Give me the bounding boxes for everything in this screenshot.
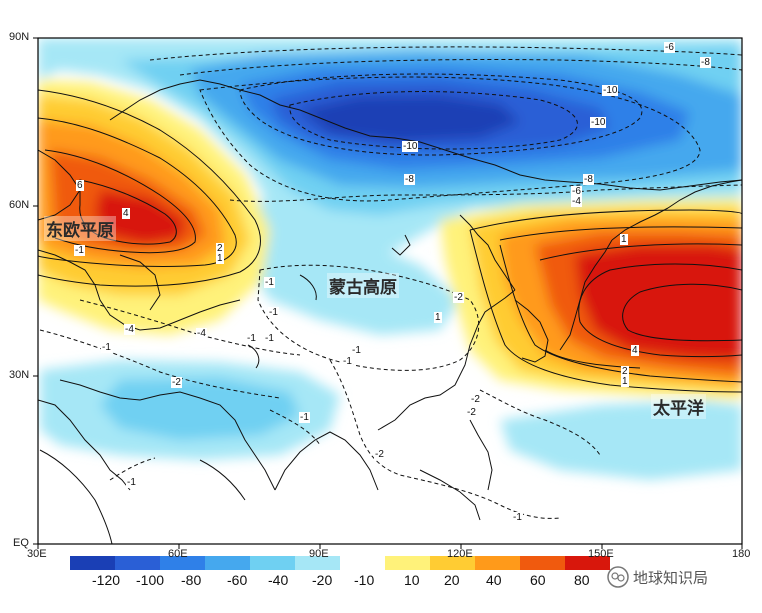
colorbar-swatch bbox=[385, 556, 430, 570]
contour-label: 4 bbox=[631, 345, 639, 356]
lon-label-180: 180 bbox=[732, 548, 751, 560]
contour-label: -1 bbox=[264, 277, 275, 288]
watermark-text: 地球知识局 bbox=[633, 568, 709, 587]
colorbar-swatch bbox=[475, 556, 520, 570]
colorbar-swatch bbox=[250, 556, 295, 570]
colorbar-swatch bbox=[520, 556, 565, 570]
contour-label: -4 bbox=[196, 328, 207, 339]
colorbar-label: -40 bbox=[268, 572, 289, 588]
contour-label: -10 bbox=[590, 117, 607, 128]
colorbar-label: 40 bbox=[486, 572, 502, 588]
contour-label: -6 bbox=[664, 42, 675, 53]
contour-label: 2 bbox=[216, 243, 224, 254]
contour-label: -1 bbox=[299, 412, 310, 423]
lon-label-120e: 120E bbox=[447, 548, 473, 560]
watermark: 地球知识局 bbox=[607, 566, 708, 588]
colorbar-swatch bbox=[70, 556, 115, 570]
contour-label: -2 bbox=[470, 394, 481, 405]
colorbar-swatch bbox=[340, 556, 385, 570]
contour-label: 1 bbox=[434, 312, 442, 323]
contour-label: -1 bbox=[512, 512, 523, 523]
contour-label: -1 bbox=[342, 356, 353, 367]
colorbar-label: 10 bbox=[404, 572, 420, 588]
contour-label: -1 bbox=[351, 345, 362, 356]
lon-label-30e: 30E bbox=[27, 548, 47, 560]
contours-positive bbox=[38, 89, 742, 544]
colorbar bbox=[70, 556, 610, 570]
lon-label-60e: 60E bbox=[168, 548, 188, 560]
shade-red-europe bbox=[95, 190, 185, 244]
region-label-pacific: 太平洋 bbox=[651, 394, 706, 419]
contour-label: -4 bbox=[124, 324, 135, 335]
contour-label: 1 bbox=[621, 376, 629, 387]
colorbar-label: 80 bbox=[574, 572, 590, 588]
colorbar-label: -20 bbox=[312, 572, 333, 588]
contour-label: -2 bbox=[374, 449, 385, 460]
contour-label: -1 bbox=[246, 333, 257, 344]
contour-label: 1 bbox=[620, 234, 628, 245]
colorbar-swatch bbox=[430, 556, 475, 570]
lon-label-150e: 150E bbox=[588, 548, 614, 560]
lat-label-30n: 30N bbox=[9, 369, 30, 381]
shade-darkest-blue bbox=[300, 95, 520, 142]
axis-ticks bbox=[33, 37, 743, 549]
region-label-east-european-plain: 东欧平原 bbox=[44, 216, 116, 241]
contour-label: -6 bbox=[571, 186, 582, 197]
contour-label: 2 bbox=[621, 366, 629, 377]
colorbar-swatch bbox=[205, 556, 250, 570]
contour-label: -1 bbox=[74, 245, 85, 256]
colorbar-swatch bbox=[160, 556, 205, 570]
contour-label: -8 bbox=[404, 174, 415, 185]
contour-label: -2 bbox=[466, 407, 477, 418]
contour-label: -10 bbox=[602, 85, 619, 96]
map-frame bbox=[37, 37, 743, 545]
coastlines bbox=[38, 79, 742, 521]
contour-label: -1 bbox=[264, 333, 275, 344]
colorbar-swatch bbox=[565, 556, 610, 570]
colorbar-swatch bbox=[295, 556, 340, 570]
colorbar-label: 60 bbox=[530, 572, 546, 588]
contour-label: -2 bbox=[453, 292, 464, 303]
contour-label: -10 bbox=[402, 141, 419, 152]
contour-label: -2 bbox=[171, 377, 182, 388]
colorbar-label: 20 bbox=[444, 572, 460, 588]
region-label-mongolian-plateau: 蒙古高原 bbox=[327, 273, 399, 298]
shade-red-pacific bbox=[575, 245, 742, 360]
contours-negative bbox=[39, 46, 742, 519]
lat-label-90n: 90N bbox=[9, 31, 30, 43]
lat-label-eq: EQ bbox=[13, 537, 29, 549]
colorbar-swatch bbox=[115, 556, 160, 570]
contour-label: -1 bbox=[101, 342, 112, 353]
contour-label: 4 bbox=[122, 208, 130, 219]
colorbar-label: -100 bbox=[136, 572, 165, 588]
shade-light-blue-pacific-south bbox=[500, 400, 742, 480]
wechat-logo-icon bbox=[607, 566, 629, 588]
lon-label-90e: 90E bbox=[309, 548, 329, 560]
contour-label: -8 bbox=[700, 57, 711, 68]
colorbar-label: -60 bbox=[227, 572, 248, 588]
lat-label-60n: 60N bbox=[9, 199, 30, 211]
contour-label: -8 bbox=[583, 174, 594, 185]
contour-label: -1 bbox=[268, 307, 279, 318]
contour-label: -4 bbox=[571, 196, 582, 207]
contour-label: 6 bbox=[76, 180, 84, 191]
contour-label: -1 bbox=[126, 477, 137, 488]
colorbar-label: -120 bbox=[92, 572, 121, 588]
colorbar-label: -80 bbox=[181, 572, 202, 588]
colorbar-label: -10 bbox=[354, 572, 375, 588]
contour-label: 1 bbox=[216, 253, 224, 264]
shade-light-blue-central bbox=[248, 200, 460, 335]
